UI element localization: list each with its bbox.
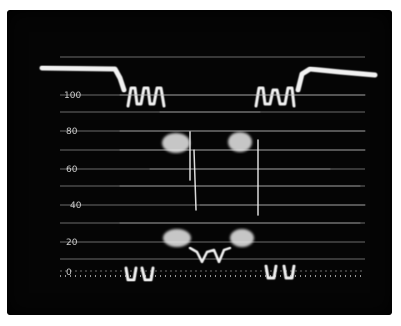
waveform-monitor-screen xyxy=(7,10,392,315)
graticule-label-20: 20 xyxy=(66,238,78,248)
trace-bumps-right xyxy=(254,86,296,108)
waveform-trace xyxy=(39,65,378,282)
graticule-labels: 100 80 60 40 20 0 xyxy=(64,91,82,278)
noise-blob-3 xyxy=(163,229,191,247)
graticule-lines xyxy=(60,56,365,272)
noise-blob-2 xyxy=(228,132,252,152)
noise-blob-4 xyxy=(230,229,254,247)
trace-verticals xyxy=(189,131,259,216)
noise-blobs xyxy=(162,132,254,247)
trace-top-left xyxy=(39,65,127,93)
graticule-label-40: 40 xyxy=(70,201,82,211)
trace-center-dip xyxy=(188,246,232,264)
graticule-label-80: 80 xyxy=(66,127,78,137)
graticule-label-60: 60 xyxy=(66,165,78,175)
trace-bottom-bumps xyxy=(124,264,296,282)
trace-top-right xyxy=(295,66,378,93)
trace-ghost-lines xyxy=(119,94,366,224)
graticule-label-0: 0 xyxy=(66,268,72,278)
trace-bumps-left xyxy=(126,86,166,108)
noise-blob-1 xyxy=(162,133,190,153)
graticule-label-100: 100 xyxy=(64,91,81,101)
